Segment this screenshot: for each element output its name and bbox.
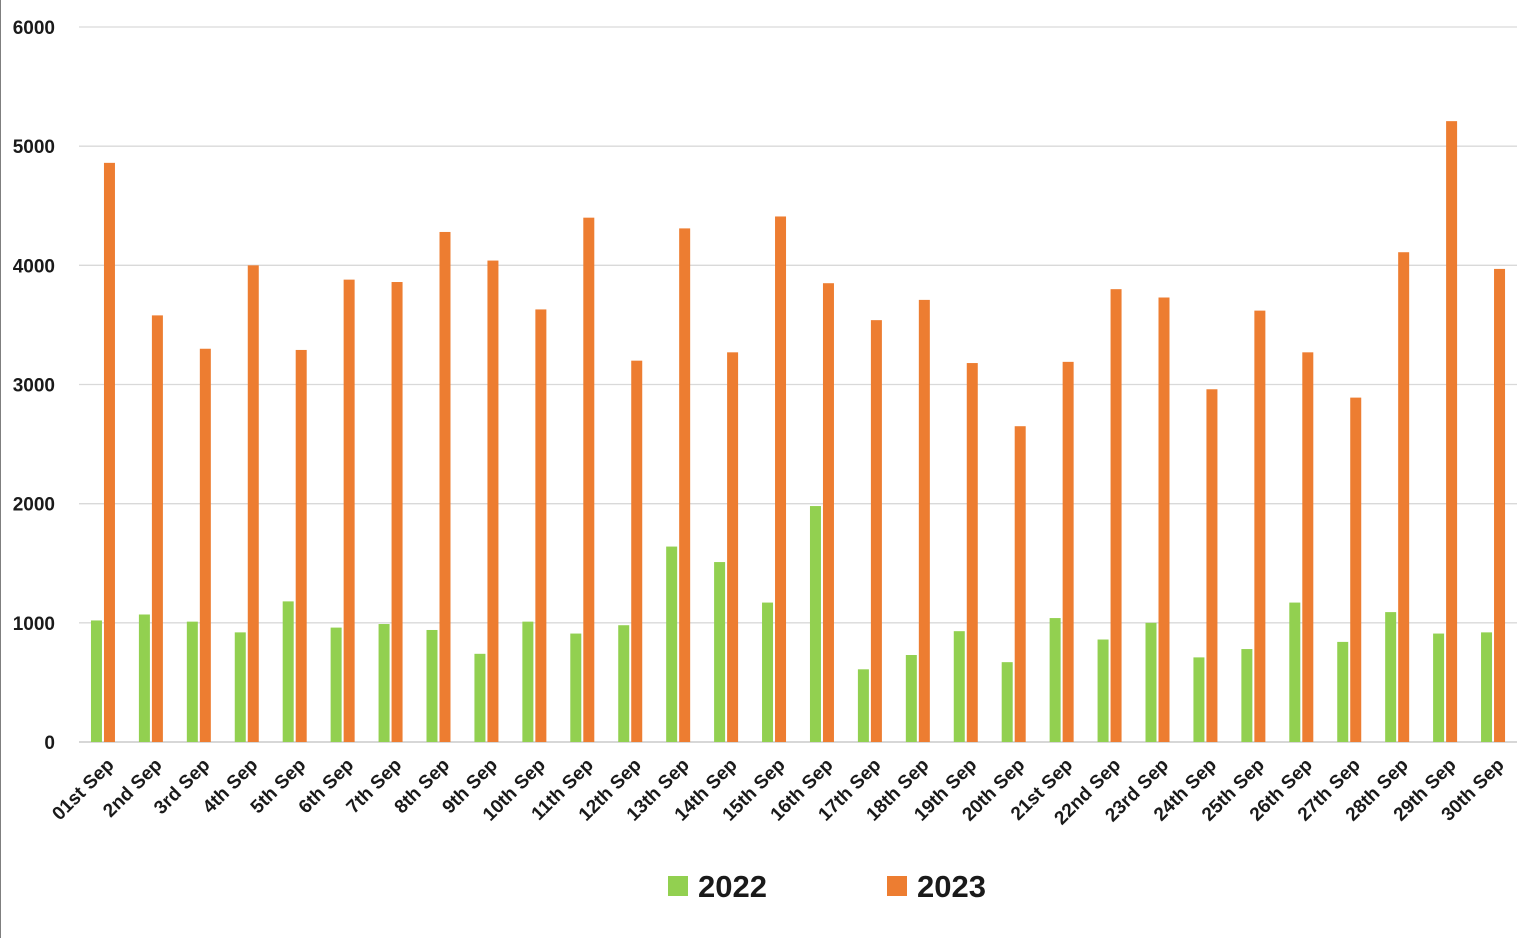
bar-2023-20 xyxy=(1014,426,1026,742)
bar-2022-10 xyxy=(522,621,534,742)
y-tick-label: 3000 xyxy=(13,376,55,397)
bar-2023-1 xyxy=(103,162,115,743)
bar-2023-8 xyxy=(439,231,451,742)
legend-swatch-2023 xyxy=(887,876,907,896)
bar-2023-21 xyxy=(1062,361,1074,742)
bar-2022-21 xyxy=(1049,618,1061,742)
bar-2023-15 xyxy=(775,216,787,743)
bar-2023-27 xyxy=(1350,397,1362,742)
bar-2023-13 xyxy=(679,228,691,742)
bar-2023-18 xyxy=(918,299,930,742)
bar-2022-9 xyxy=(474,653,486,742)
bar-2023-10 xyxy=(535,309,547,742)
bar-2023-4 xyxy=(247,265,259,742)
bar-2022-16 xyxy=(809,506,821,742)
bar-2023-12 xyxy=(631,360,643,742)
bar-2022-22 xyxy=(1097,639,1109,742)
legend: 2022 2023 xyxy=(668,869,986,904)
y-axis-tick-labels: 0 1000 2000 3000 4000 5000 6000 xyxy=(13,18,55,754)
bar-2022-30 xyxy=(1481,632,1493,742)
bar-2022-2 xyxy=(138,614,150,742)
bar-2022-3 xyxy=(186,621,198,742)
bar-2023-22 xyxy=(1110,289,1122,742)
gridlines xyxy=(79,26,1517,743)
bar-2023-17 xyxy=(870,320,882,742)
bar-2023-7 xyxy=(391,282,403,742)
bar-2022-24 xyxy=(1193,657,1205,742)
bar-2022-15 xyxy=(762,602,774,742)
bar-2022-17 xyxy=(857,669,869,742)
bar-2022-12 xyxy=(618,625,630,742)
y-tick-label: 0 xyxy=(44,733,55,754)
bar-2023-5 xyxy=(295,349,307,742)
y-tick-label: 2000 xyxy=(13,495,55,516)
bar-2022-29 xyxy=(1433,633,1445,742)
bar-2023-19 xyxy=(966,363,978,742)
bar-2023-3 xyxy=(199,348,211,742)
legend-swatch-2022 xyxy=(668,876,688,896)
bar-2022-14 xyxy=(714,562,726,742)
bar-2023-2 xyxy=(151,315,163,742)
bar-2023-14 xyxy=(727,352,739,742)
bar-2022-19 xyxy=(953,631,965,742)
bar-2022-28 xyxy=(1385,612,1397,742)
bar-2022-25 xyxy=(1241,649,1253,742)
bar-2023-30 xyxy=(1494,268,1506,742)
bar-2023-24 xyxy=(1206,389,1218,742)
bar-2022-26 xyxy=(1289,602,1301,742)
bar-2022-4 xyxy=(234,632,246,742)
bar-2023-16 xyxy=(822,283,834,742)
bar-2023-6 xyxy=(343,279,355,742)
bar-2022-8 xyxy=(426,629,438,742)
bar-2022-7 xyxy=(378,624,390,742)
bar-2022-23 xyxy=(1145,622,1157,742)
bar-2023-26 xyxy=(1302,352,1314,742)
legend-label-2023: 2023 xyxy=(917,869,986,904)
bar-2022-11 xyxy=(570,633,582,742)
bar-2023-29 xyxy=(1446,121,1458,743)
bars xyxy=(90,121,1506,743)
bar-2022-6 xyxy=(330,627,342,742)
bar-2022-18 xyxy=(905,655,917,742)
bar-2023-28 xyxy=(1398,252,1410,742)
bar-2022-20 xyxy=(1001,662,1013,742)
bar-2023-9 xyxy=(487,260,499,742)
bar-2023-25 xyxy=(1254,310,1266,742)
bar-2023-23 xyxy=(1158,297,1170,742)
bar-2023-11 xyxy=(583,217,595,742)
legend-label-2022: 2022 xyxy=(698,869,767,904)
y-tick-label: 1000 xyxy=(13,614,55,635)
bar-2022-5 xyxy=(282,601,294,742)
y-tick-label: 4000 xyxy=(13,256,55,277)
bar-2022-27 xyxy=(1337,641,1349,742)
bar-2022-13 xyxy=(666,546,678,742)
y-tick-label: 6000 xyxy=(13,18,55,39)
y-tick-label: 5000 xyxy=(13,137,55,158)
bar-2022-1 xyxy=(90,620,102,742)
